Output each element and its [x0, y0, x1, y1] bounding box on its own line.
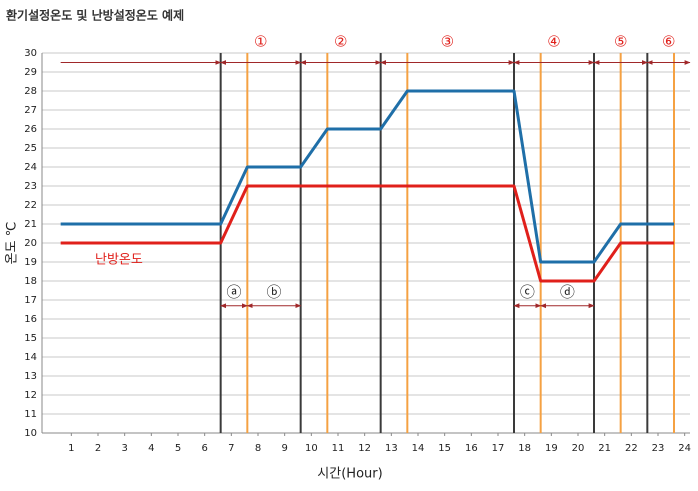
- series-label: 난방온도: [95, 253, 143, 268]
- y-tick-label: 10: [24, 428, 37, 439]
- y-tick-label: 23: [24, 181, 37, 192]
- x-tick-label: 3: [121, 443, 127, 454]
- y-tick-label: 18: [24, 276, 37, 287]
- x-tick-label: 21: [598, 443, 611, 454]
- y-tick-label: 15: [24, 333, 37, 344]
- x-tick-label: 2: [95, 443, 101, 454]
- phase-label: ⑤: [614, 33, 627, 51]
- x-tick-label: 7: [228, 443, 234, 454]
- x-tick-label: 16: [465, 443, 478, 454]
- phase-label: ④: [547, 33, 560, 51]
- sub-label: ⓑ: [266, 283, 281, 301]
- phase-label: ⑥: [662, 33, 675, 51]
- y-tick-label: 12: [24, 390, 37, 401]
- x-tick-label: 23: [652, 443, 665, 454]
- y-tick-label: 14: [24, 352, 37, 363]
- y-axis-label: 온도 ℃: [5, 222, 20, 265]
- phase-label: ②: [334, 33, 347, 51]
- sub-label: ⓒ: [520, 283, 535, 301]
- y-tick-label: 11: [24, 409, 37, 420]
- sub-label: ⓓ: [560, 283, 575, 301]
- phase-label: ③: [441, 33, 454, 51]
- x-tick-label: 14: [412, 443, 425, 454]
- x-axis-label: 시간(Hour): [317, 467, 382, 482]
- x-tick-label: 6: [201, 443, 207, 454]
- x-tick-label: 22: [625, 443, 638, 454]
- x-tick-label: 24: [678, 443, 691, 454]
- y-tick-label: 25: [24, 143, 37, 154]
- y-tick-label: 19: [24, 257, 37, 268]
- x-tick-label: 20: [572, 443, 585, 454]
- y-tick-label: 21: [24, 219, 37, 230]
- x-tick-label: 18: [518, 443, 531, 454]
- sub-label: ⓐ: [226, 283, 241, 301]
- x-tick-label: 11: [332, 443, 345, 454]
- phase-label: ①: [254, 33, 267, 51]
- series-line: [60, 184, 674, 283]
- y-tick-label: 29: [24, 67, 37, 78]
- y-tick-label: 16: [24, 314, 37, 325]
- x-tick-label: 13: [385, 443, 398, 454]
- x-tick-label: 19: [545, 443, 558, 454]
- y-tick-label: 17: [24, 295, 37, 306]
- chart-title: 환기설정온도 및 난방설정온도 예제: [6, 8, 184, 23]
- x-tick-label: 8: [255, 443, 261, 454]
- x-tick-label: 1: [68, 443, 74, 454]
- x-tick-label: 12: [358, 443, 371, 454]
- x-tick-label: 10: [305, 443, 318, 454]
- x-tick-label: 4: [148, 443, 154, 454]
- y-tick-label: 20: [24, 238, 37, 249]
- x-tick-label: 5: [175, 443, 181, 454]
- y-tick-label: 24: [24, 162, 37, 173]
- x-tick-label: 15: [438, 443, 451, 454]
- y-tick-label: 28: [24, 86, 37, 97]
- y-tick-label: 27: [24, 105, 37, 116]
- y-tick-label: 22: [24, 200, 37, 211]
- x-tick-label: 17: [492, 443, 505, 454]
- y-tick-label: 13: [24, 371, 37, 382]
- x-tick-label: 9: [281, 443, 287, 454]
- y-tick-label: 26: [24, 124, 37, 135]
- series-line: [60, 89, 674, 264]
- y-tick-label: 30: [24, 48, 37, 59]
